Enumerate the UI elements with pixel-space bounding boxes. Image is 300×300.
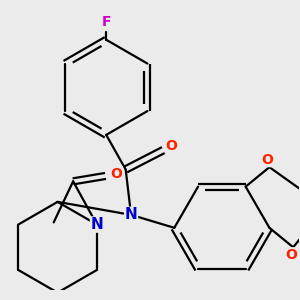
Text: F: F	[101, 16, 111, 29]
Text: O: O	[165, 139, 177, 153]
Text: O: O	[110, 167, 122, 181]
Text: O: O	[285, 248, 297, 262]
Text: N: N	[91, 217, 103, 232]
Text: O: O	[261, 153, 273, 166]
Text: N: N	[125, 207, 137, 222]
